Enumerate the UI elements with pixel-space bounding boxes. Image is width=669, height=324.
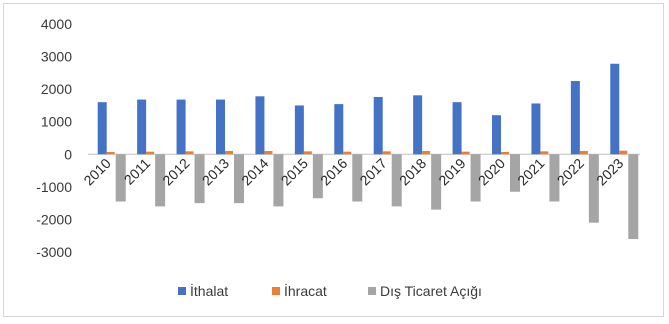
bar-2022-series-0 — [570, 81, 580, 155]
bar-2015-series-1 — [303, 151, 312, 155]
bar-2023-series-2 — [628, 154, 639, 239]
bar-2019-series-2 — [470, 154, 481, 202]
bar-2023-series-0 — [610, 63, 620, 155]
y-axis-ticks: 4000 3000 2000 1000 0 -1000 -2000 -3000 — [36, 16, 72, 260]
bar-2017-series-0 — [373, 96, 383, 155]
bar-2013-series-2 — [234, 154, 244, 204]
bar-2015-series-0 — [294, 105, 304, 155]
bar-2013-series-0 — [216, 99, 225, 155]
bar-2019-series-0 — [452, 102, 462, 155]
bar-2016-series-0 — [334, 104, 344, 155]
y-tick-label: -2000 — [36, 211, 72, 227]
bar-2013-series-1 — [225, 151, 233, 155]
legend-swatch — [272, 287, 280, 295]
y-tick-label: 0 — [64, 146, 72, 162]
bar-2021-series-0 — [531, 103, 541, 155]
y-tick-label: 1000 — [41, 114, 72, 130]
legend-label: Dış Ticaret Açığı — [380, 283, 482, 299]
bar-2011-series-2 — [155, 154, 166, 207]
legend-label: İthalat — [190, 282, 228, 299]
bar-2017-series-2 — [391, 154, 402, 207]
bar-2011-series-0 — [137, 99, 147, 155]
y-tick-label: -3000 — [36, 244, 72, 260]
y-tick-label: 3000 — [41, 49, 72, 65]
bar-2012-series-2 — [194, 154, 205, 204]
bar-2022-series-1 — [579, 151, 588, 155]
bar-2018-series-2 — [431, 154, 442, 210]
bar-2016-series-2 — [352, 154, 363, 202]
y-tick-label: 2000 — [41, 81, 72, 97]
bar-2021-series-2 — [549, 154, 560, 202]
bar-2012-series-0 — [176, 99, 186, 155]
bar-2014-series-1 — [264, 151, 273, 155]
bar-2018-series-0 — [413, 95, 423, 155]
y-tick-label: 4000 — [41, 16, 72, 32]
bar-2017-series-1 — [382, 151, 391, 155]
bar-2016-series-1 — [343, 151, 352, 155]
bar-2020-series-0 — [492, 115, 501, 155]
bar-2014-series-0 — [255, 96, 265, 155]
y-tick-label: -1000 — [36, 179, 72, 195]
bar-2018-series-1 — [422, 151, 431, 155]
bar-2020-series-1 — [501, 152, 509, 155]
legend-swatch — [178, 287, 186, 295]
bars — [97, 63, 639, 239]
legend-swatch — [368, 287, 376, 295]
x-tick-label: 2010 — [80, 155, 113, 188]
bar-2022-series-2 — [588, 154, 599, 223]
bar-2010-series-0 — [97, 102, 107, 155]
bar-2015-series-2 — [312, 154, 323, 199]
bar-2019-series-1 — [461, 151, 470, 155]
bar-2010-series-2 — [115, 154, 126, 202]
legend-label: İhracat — [284, 282, 327, 299]
bar-2010-series-1 — [106, 152, 115, 155]
bar-2011-series-1 — [146, 151, 155, 155]
bar-2020-series-2 — [510, 154, 520, 192]
bar-2023-series-1 — [619, 150, 628, 155]
bar-2014-series-2 — [273, 154, 284, 207]
legend: İthalat İhracat Dış Ticaret Açığı — [178, 282, 482, 299]
bar-2021-series-1 — [540, 151, 549, 155]
bar-2012-series-1 — [185, 151, 194, 155]
